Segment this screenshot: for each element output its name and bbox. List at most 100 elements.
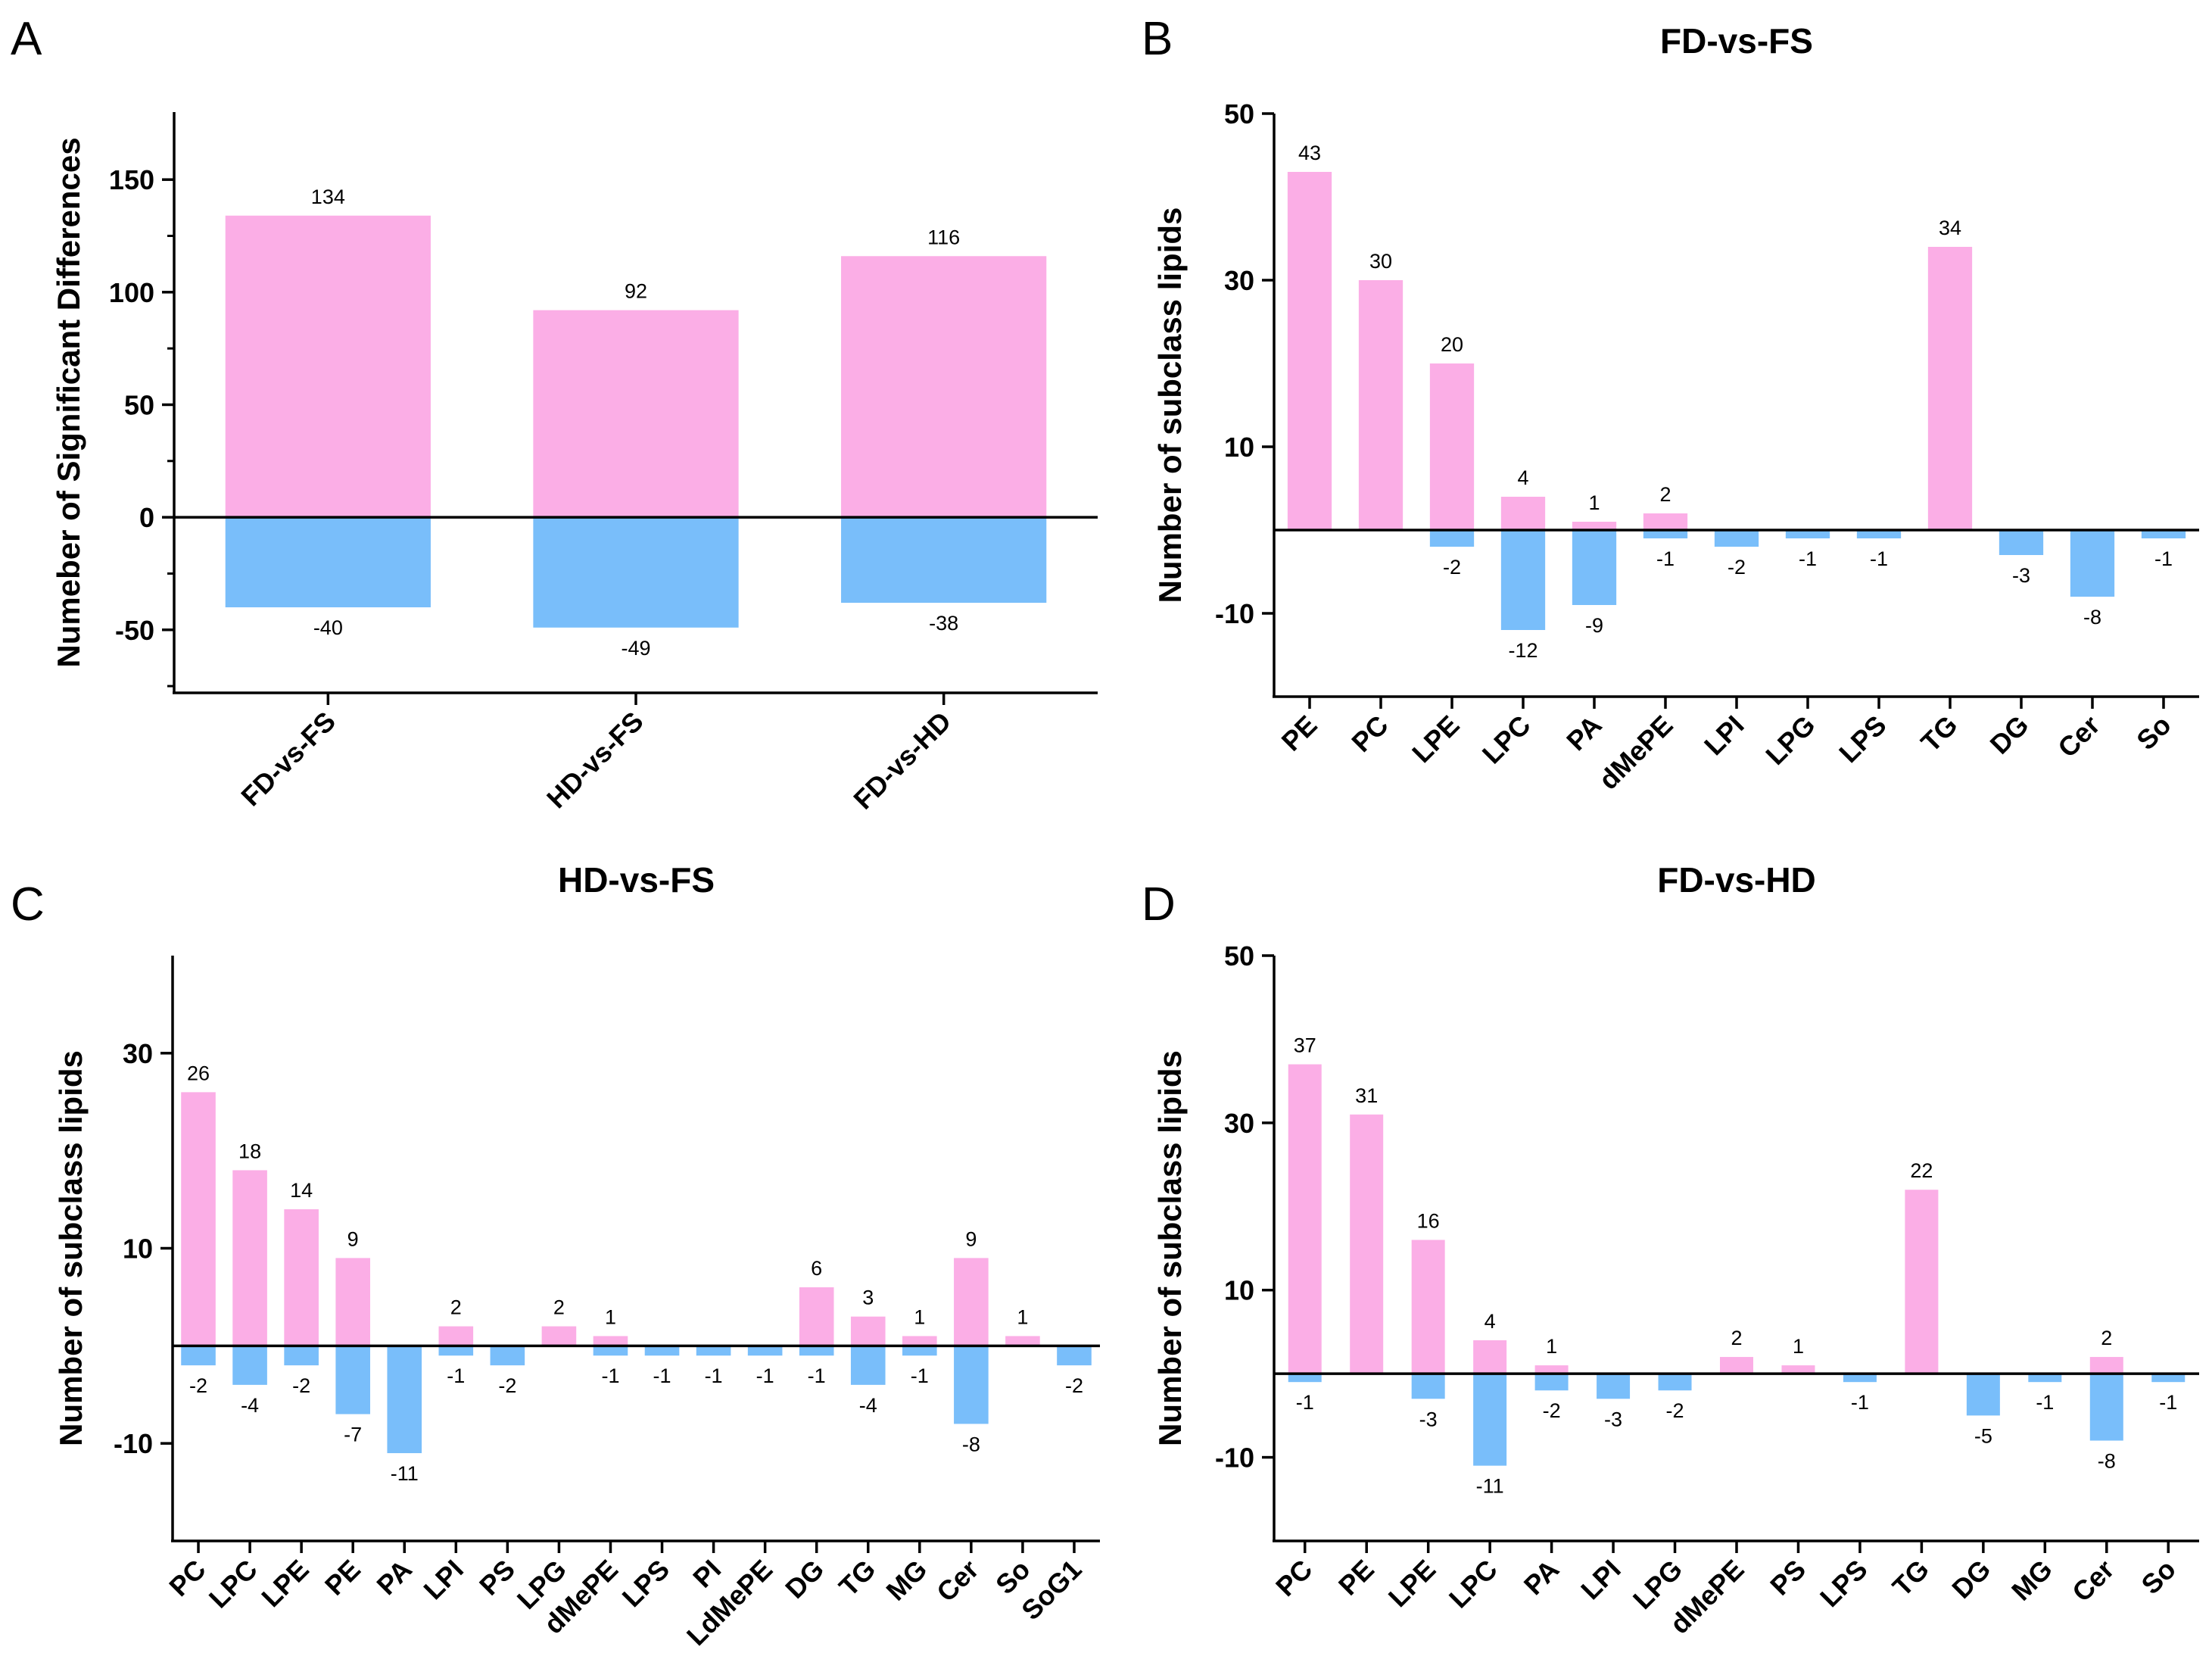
panel-d-bar-cer-up <box>2089 1357 2123 1374</box>
panel-c-x-tick-label-lpc: LPC <box>203 1554 263 1614</box>
panel-d-bar-lpc-down <box>1473 1374 1507 1466</box>
panel-c-data-label-sog1-down: -2 <box>1065 1374 1083 1397</box>
panel-d-y-axis-label: Number of subclass lipids <box>1152 1050 1188 1446</box>
panel-b-data-label-lpe-up: 20 <box>1441 333 1463 356</box>
panel-d-bar-dmepe-up <box>1720 1357 1753 1374</box>
panel-letter-c: C <box>11 878 45 931</box>
panel-a-data-label-fd-vs-fs-down: -40 <box>313 616 343 639</box>
panel-b-data-label-pa-up: 1 <box>1588 491 1600 514</box>
panel-c-bar-lpe-up <box>284 1209 319 1346</box>
panel-d-y-tick-label: 30 <box>1224 1108 1254 1139</box>
panel-d-data-label-tg-up: 22 <box>1910 1159 1933 1182</box>
panel-d-bar-tg-up <box>1905 1190 1939 1374</box>
panel-d-data-label-lpc-up: 4 <box>1485 1310 1496 1333</box>
panel-a-y-tick-label: 150 <box>109 164 154 195</box>
panel-d-data-label-dg-down: -5 <box>1974 1424 1992 1447</box>
panel-c-x-tick-label-pc: PC <box>163 1554 211 1602</box>
panel-d-x-tick-label-lps: LPS <box>1814 1554 1873 1613</box>
panel-b-data-label-lpi-down: -2 <box>1728 556 1746 579</box>
panel-a-bar-fd-vs-fs-up <box>225 215 431 518</box>
panel-b-bar-pa-down <box>1572 530 1617 605</box>
panel-d-bar-lpg-down <box>1658 1374 1692 1391</box>
panel-c-data-label-pi-down: -1 <box>705 1365 723 1387</box>
panel-d-bar-cer-down <box>2089 1374 2123 1441</box>
panel-c-bar-pi-down <box>696 1346 731 1356</box>
panel-c-data-label-dmepe-down: -1 <box>601 1365 619 1387</box>
panel-c-bar-tg-down <box>850 1346 886 1385</box>
panel-a-bar-fd-vs-hd-up <box>841 256 1047 518</box>
panel-d-data-label-pc-down: -1 <box>1296 1391 1314 1414</box>
panel-c-bar-dg-down <box>799 1346 834 1356</box>
panel-c-data-label-pc-down: -2 <box>189 1374 207 1397</box>
panel-c-title: HD-vs-FS <box>558 860 715 900</box>
panel-c-x-tick-label-pi: PI <box>687 1554 727 1594</box>
panel-c-bar-lpc-up <box>232 1170 267 1346</box>
panel-letter-a: A <box>11 13 42 65</box>
panel-d-data-label-lpg-down: -2 <box>1666 1399 1684 1422</box>
panel-a-data-label-fd-vs-fs-up: 134 <box>311 186 345 208</box>
panel-d-data-label-pc-up: 37 <box>1294 1034 1316 1057</box>
panel-d-bar-pc-down <box>1288 1374 1322 1383</box>
panel-d-title: FD-vs-HD <box>1657 860 1816 900</box>
panel-c-data-label-pc-up: 26 <box>187 1062 210 1084</box>
panel-d-y-tick-label: -10 <box>1215 1443 1254 1474</box>
panel-b-x-tick-label-lpc: LPC <box>1476 710 1537 770</box>
panel-d-bar-pa-up <box>1534 1365 1569 1374</box>
panel-c-data-label-cer-up: 9 <box>965 1227 977 1250</box>
panel-c-data-label-pe-down: -7 <box>344 1424 362 1446</box>
panel-b-data-label-lpg-down: -1 <box>1799 547 1817 570</box>
panel-c-bar-pe-up <box>335 1258 370 1346</box>
panel-b-data-label-dg-down: -3 <box>2012 564 2030 587</box>
panel-c-bar-dg-up <box>799 1287 834 1346</box>
panel-d-data-label-cer-up: 2 <box>2101 1327 2112 1349</box>
panel-d-x-tick-label-cer: Cer <box>2066 1554 2120 1608</box>
panel-a-x-tick-label-hd-vs-fs: HD-vs-FS <box>541 706 650 815</box>
panel-d-data-label-mg-down: -1 <box>2036 1391 2054 1414</box>
panel-d-data-label-dmepe-up: 2 <box>1731 1327 1742 1349</box>
panel-a-x-tick-label-fd-vs-hd: FD-vs-HD <box>847 706 957 816</box>
panel-c-bar-sog1-down <box>1057 1346 1092 1366</box>
panel-b-data-label-so-down: -1 <box>2154 547 2173 570</box>
panel-letter-b: B <box>1142 13 1173 65</box>
panel-c-data-label-pa-down: -11 <box>391 1462 419 1485</box>
panel-d-bar-lpc-up <box>1473 1340 1507 1374</box>
panel-b-bar-lpe-up <box>1429 363 1475 530</box>
panel-d-bar-pa-down <box>1534 1374 1569 1391</box>
panel-b-data-label-pa-down: -9 <box>1585 614 1603 637</box>
panel-a-data-label-hd-vs-fs-up: 92 <box>625 280 647 303</box>
panel-a-data-label-fd-vs-hd-up: 116 <box>927 226 960 248</box>
panel-c-data-label-tg-down: -4 <box>859 1394 877 1417</box>
panel-b-bar-lpc-down <box>1500 530 1546 630</box>
panel-b-x-tick-label-lpe: LPE <box>1406 710 1465 769</box>
panel-c-bar-lpe-down <box>284 1346 319 1366</box>
panel-b-bar-tg-up <box>1927 247 1973 530</box>
panel-c-bar-ldmepe-down <box>747 1346 783 1356</box>
panel-b-data-label-pe-up: 43 <box>1298 142 1321 164</box>
panel-b-data-label-lpc-up: 4 <box>1517 466 1528 489</box>
panel-b-title: FD-vs-FS <box>1660 21 1813 61</box>
panel-d-x-tick-label-tg: TG <box>1886 1554 1935 1602</box>
panel-c-bar-mg-down <box>902 1346 937 1356</box>
panel-a-data-label-fd-vs-hd-down: -38 <box>929 612 958 635</box>
panel-a-data-label-hd-vs-fs-down: -49 <box>621 637 650 660</box>
panel-c-bar-pc-up <box>181 1092 216 1346</box>
panel-c-data-label-mg-down: -1 <box>911 1365 929 1387</box>
panel-a-y-tick-label: -50 <box>115 615 154 646</box>
panel-c-bar-lpg-up <box>541 1326 577 1346</box>
panel-b-bar-dg-down <box>1999 530 2044 555</box>
panel-b-y-tick-label: 30 <box>1224 265 1254 296</box>
panel-b-bar-lpe-down <box>1429 530 1475 547</box>
panel-a-bar-fd-vs-fs-down <box>225 517 431 608</box>
panel-b-x-tick-label-dmepe: dMePE <box>1593 710 1679 796</box>
panel-b-data-label-cer-down: -8 <box>2083 606 2101 628</box>
panel-c-x-tick-label-pa: PA <box>370 1554 417 1601</box>
panel-d-x-tick-label-lpc: LPC <box>1443 1554 1503 1614</box>
panel-c-data-label-dmepe-up: 1 <box>605 1305 616 1328</box>
panel-c-data-label-lpi-up: 2 <box>450 1296 462 1319</box>
panel-b-bar-lpc-up <box>1500 497 1546 530</box>
panel-c-data-label-lpc-up: 18 <box>238 1140 261 1162</box>
panel-d-x-tick-label-pc: PC <box>1270 1554 1318 1602</box>
panel-c-bar-lpi-down <box>438 1346 474 1356</box>
panel-c-bar-ps-down <box>490 1346 525 1366</box>
